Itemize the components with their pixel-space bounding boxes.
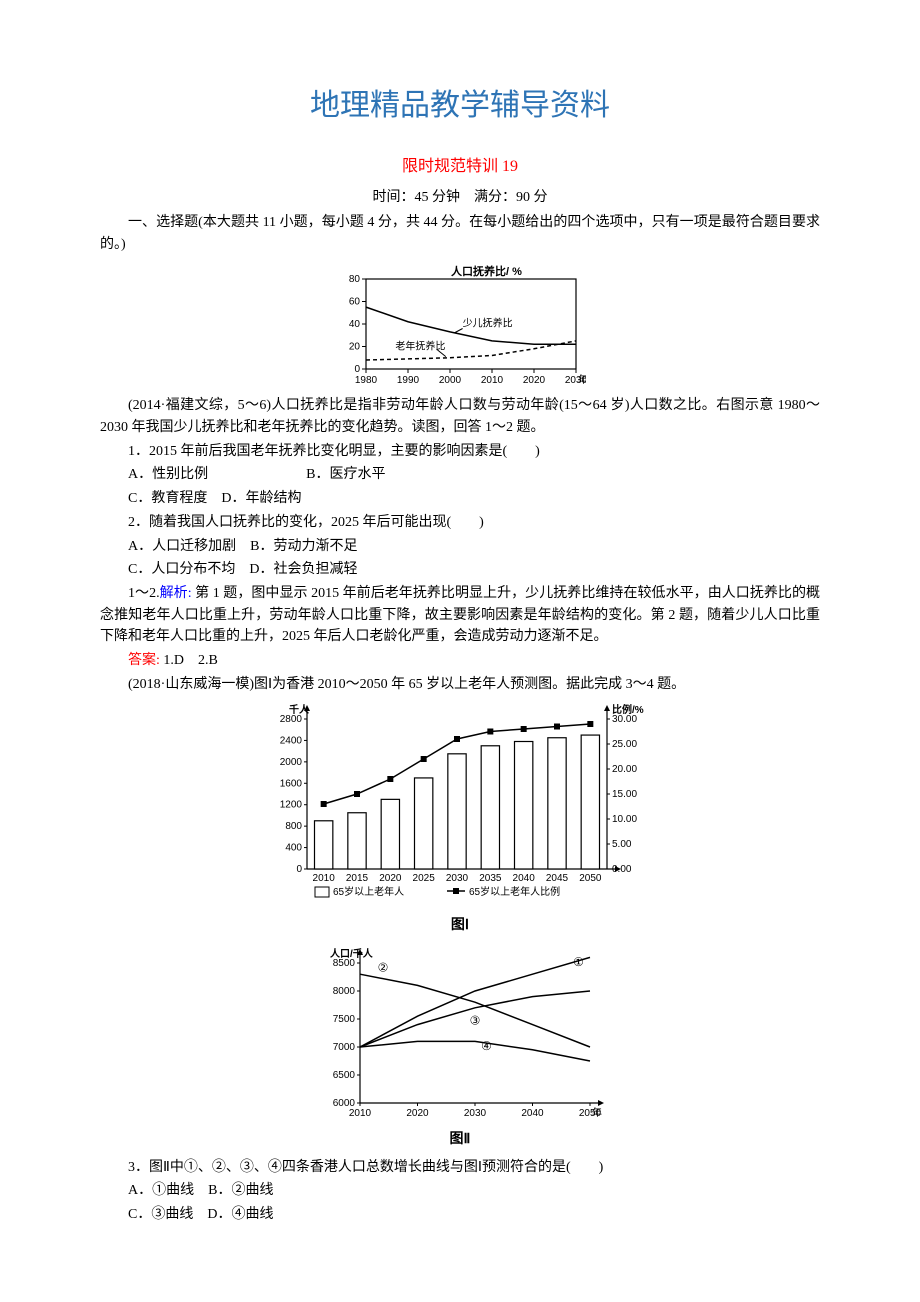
exp12-body: 第 1 题，图中显示 2015 年前后老年抚养比明显上升，少儿抚养比维持在较低水… [100,586,820,644]
exp12-label: 解析: [160,586,192,601]
doc-subtitle: 限时规范特训 19 [100,152,820,176]
svg-text:6500: 6500 [333,1070,356,1081]
explain-1-2: 1～2.解析: 第 1 题，图中显示 2015 年前后老年抚养比明显上升，少儿抚… [100,583,820,648]
q1: 1．2015 年前后我国老年抚养比变化明显，主要的影响因素是( ) [100,441,820,463]
svg-text:2010: 2010 [313,873,336,884]
svg-text:2010: 2010 [481,375,504,386]
q3: 3．图Ⅱ中①、②、③、④四条香港人口总数增长曲线与图Ⅰ预测符合的是( ) [100,1157,820,1179]
q2: 2．随着我国人口抚养比的变化，2025 年后可能出现( ) [100,512,820,534]
dependency-ratio-chart: 020406080198019902000201020202030年人口抚养比/… [334,261,586,387]
page: 地理精品教学辅导资料 限时规范特训 19 时间：45 分钟 满分：90 分 一、… [0,0,920,1288]
svg-text:④: ④ [481,1039,492,1053]
svg-text:②: ② [378,960,389,974]
q1-opts-b: C．教育程度 D．年龄结构 [100,488,820,510]
svg-text:5.00: 5.00 [612,839,632,850]
svg-text:2035: 2035 [479,873,502,884]
svg-text:60: 60 [349,297,361,308]
svg-text:年: 年 [592,1106,602,1119]
svg-text:40: 40 [349,319,361,330]
chart1-intro: (2014·福建文综，5～6)人口抚养比是指非劳动年龄人口数与劳动年龄(15～6… [100,395,820,438]
svg-text:7000: 7000 [333,1042,356,1053]
body: 一、选择题(本大题共 11 小题，每小题 4 分，共 44 分。在每小题给出的四… [100,212,820,1226]
q2-opts-b: C．人口分布不均 D．社会负担减轻 [100,559,820,581]
svg-text:0.00: 0.00 [612,864,632,875]
svg-text:20: 20 [349,342,361,353]
chart3-wrap: 600065007000750080008500人口/千人20102020203… [100,943,820,1121]
q3-opts-a: A．①曲线 B．②曲线 [100,1180,820,1202]
chart2-intro: (2018·山东威海一模)图Ⅰ为香港 2010～2050 年 65 岁以上老年人… [100,674,820,696]
svg-text:比例/%: 比例/% [612,703,644,716]
svg-text:1980: 1980 [355,375,378,386]
svg-text:1200: 1200 [280,800,303,811]
doc-title: 地理精品教学辅导资料 [100,80,820,124]
svg-text:人口/千人: 人口/千人 [330,947,374,960]
svg-text:③: ③ [470,1014,481,1028]
exp12-num: 1～2. [128,586,160,601]
svg-text:千人: 千人 [289,703,310,716]
svg-text:10.00: 10.00 [612,814,637,825]
svg-text:1990: 1990 [397,375,420,386]
svg-text:2030: 2030 [446,873,469,884]
chart1-wrap: 020406080198019902000201020202030年人口抚养比/… [100,261,820,387]
q1-opts-a: A．性别比例 B．医疗水平 [100,464,820,486]
svg-text:2000: 2000 [439,375,462,386]
svg-text:少儿抚养比: 少儿抚养比 [463,317,513,330]
svg-text:2025: 2025 [413,873,436,884]
svg-text:0: 0 [354,364,360,375]
svg-text:8000: 8000 [333,986,356,997]
svg-text:2040: 2040 [521,1108,544,1119]
svg-text:2015: 2015 [346,873,369,884]
svg-text:年: 年 [578,373,586,386]
svg-text:2400: 2400 [280,736,303,747]
svg-text:800: 800 [285,821,302,832]
svg-text:400: 400 [285,843,302,854]
ans12-label: 答案: [128,653,160,668]
q3-opts-b: C．③曲线 D．④曲线 [100,1204,820,1226]
chart2-wrap: 040080012001600200024002800千人0.005.0010.… [100,701,820,907]
chart3-caption: 图Ⅱ [100,1129,820,1151]
svg-text:①: ① [573,955,584,969]
svg-text:2040: 2040 [513,873,536,884]
svg-text:2020: 2020 [523,375,546,386]
chart2-caption: 图Ⅰ [100,915,820,937]
q2-opts-a: A．人口迁移加剧 B．劳动力渐不足 [100,536,820,558]
svg-text:20.00: 20.00 [612,764,637,775]
hk-population-curves-chart: 600065007000750080008500人口/千人20102020203… [316,943,604,1121]
svg-text:2020: 2020 [406,1108,429,1119]
svg-text:65岁以上老年人比例: 65岁以上老年人比例 [469,885,560,898]
svg-text:人口抚养比/ %: 人口抚养比/ % [451,264,522,278]
svg-text:1600: 1600 [280,779,303,790]
svg-text:65岁以上老年人: 65岁以上老年人 [333,885,404,898]
svg-text:2000: 2000 [280,757,303,768]
svg-text:25.00: 25.00 [612,739,637,750]
doc-meta: 时间：45 分钟 满分：90 分 [100,186,820,206]
svg-text:2045: 2045 [546,873,569,884]
svg-text:0: 0 [296,864,302,875]
svg-text:2050: 2050 [579,873,602,884]
svg-text:2020: 2020 [379,873,402,884]
ans12-body: 1.D 2.B [160,653,218,668]
svg-text:15.00: 15.00 [612,789,637,800]
answer-1-2: 答案: 1.D 2.B [100,650,820,672]
svg-text:2030: 2030 [464,1108,487,1119]
svg-text:2010: 2010 [349,1108,372,1119]
svg-text:7500: 7500 [333,1014,356,1025]
svg-text:80: 80 [349,274,361,285]
section-intro: 一、选择题(本大题共 11 小题，每小题 4 分，共 44 分。在每小题给出的四… [100,212,820,255]
hk-elderly-forecast-chart: 040080012001600200024002800千人0.005.0010.… [265,701,655,907]
